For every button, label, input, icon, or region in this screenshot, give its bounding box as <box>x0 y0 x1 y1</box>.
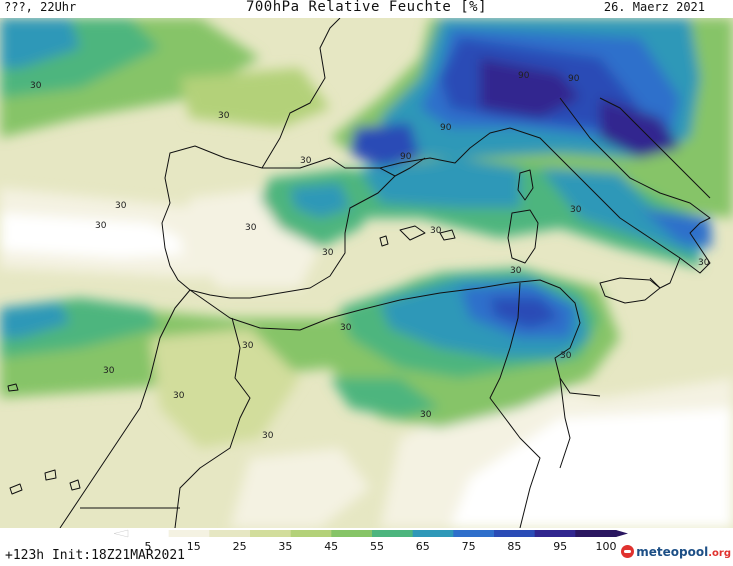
contour-label: 30 <box>95 221 107 231</box>
contour-label: 30 <box>262 431 274 441</box>
colorbar-swatch <box>290 530 332 537</box>
colorbar-swatch <box>453 530 495 537</box>
contour-label: 30 <box>103 366 115 376</box>
colorbar-tick-label: 45 <box>324 540 338 553</box>
colorbar-tick-label: 55 <box>370 540 384 553</box>
colorbar-left-arrow <box>113 529 129 538</box>
colorbar-swatch <box>331 530 373 537</box>
contour-label: 30 <box>420 410 432 420</box>
colorbar-swatch <box>412 530 454 537</box>
contour-label: 30 <box>300 156 312 166</box>
contour-label: 30 <box>173 391 185 401</box>
colorbar-tick-label: 35 <box>278 540 292 553</box>
contour-label: 30 <box>340 323 352 333</box>
colorbar-swatch <box>494 530 536 537</box>
colorbar-swatch <box>372 530 414 537</box>
contour-label: 90 <box>568 74 580 84</box>
colorbar-tick-label: 5 <box>145 540 152 553</box>
contour-label: 30 <box>242 341 254 351</box>
contour-label: 30 <box>430 226 442 236</box>
humidity-map: 30 30 30 30 30 30 30 30 30 30 30 30 30 3… <box>0 18 733 528</box>
colorbar-tick-label: 95 <box>553 540 567 553</box>
contour-label: 30 <box>115 201 127 211</box>
humidity-field <box>0 18 733 528</box>
colorbar-tick-label: 65 <box>416 540 430 553</box>
colorbar: 5 15 25 35 45 55 65 75 85 95 100 <box>113 529 628 553</box>
colorbar-tick-label: 15 <box>187 540 201 553</box>
header-bar: ???, 22Uhr 700hPa Relative Feuchte [%] 2… <box>0 0 733 18</box>
map-canvas: 30 30 30 30 30 30 30 30 30 30 30 30 30 3… <box>0 18 733 528</box>
contour-label: 30 <box>570 205 582 215</box>
colorbar-swatches <box>113 529 628 538</box>
colorbar-swatch <box>128 530 170 537</box>
colorbar-tick-label: 100 <box>596 540 617 553</box>
contour-label: 90 <box>518 71 530 81</box>
init-time: +123h Init:18Z21MAR2021 <box>5 548 186 563</box>
contour-label: 30 <box>510 266 522 276</box>
footer-bar: 5 15 25 35 45 55 65 75 85 95 100 +123h Init:18Z21M… <box>0 528 733 566</box>
colorbar-tick-label: 75 <box>462 540 476 553</box>
contour-label: 30 <box>560 351 572 361</box>
coastlines <box>7 18 711 528</box>
contour-label: 30 <box>245 223 257 233</box>
colorbar-swatch <box>250 530 292 537</box>
contour-label: 90 <box>400 152 412 162</box>
colorbar-swatch <box>168 530 210 537</box>
colorbar-swatch <box>575 530 617 537</box>
valid-date: 26. Maerz 2021 <box>603 0 705 14</box>
colorbar-swatch <box>209 530 251 537</box>
colorbar-labels: 5 15 25 35 45 55 65 75 85 95 100 <box>145 540 617 553</box>
colorbar-swatch <box>534 530 576 537</box>
forecast-day-label: ???, 22Uhr <box>4 0 77 14</box>
contour-labels: 30 30 30 30 30 30 30 30 30 30 30 30 30 3… <box>30 71 710 441</box>
contour-label: 30 <box>30 81 42 91</box>
logo-tld: .org <box>708 548 731 559</box>
logo-name: meteopool <box>636 545 709 559</box>
colorbar-tick-label: 85 <box>507 540 521 553</box>
meteopool-logo[interactable]: meteopool.org <box>621 545 731 559</box>
contour-label: 30 <box>218 111 230 121</box>
colorbar-right-arrow <box>616 530 628 537</box>
chart-title: 700hPa Relative Feuchte [%] <box>245 0 488 15</box>
contour-label: 30 <box>698 258 710 268</box>
contour-label: 30 <box>322 248 334 258</box>
colorbar-tick-label: 25 <box>233 540 247 553</box>
logo-icon <box>621 545 635 558</box>
contour-label: 90 <box>440 123 452 133</box>
